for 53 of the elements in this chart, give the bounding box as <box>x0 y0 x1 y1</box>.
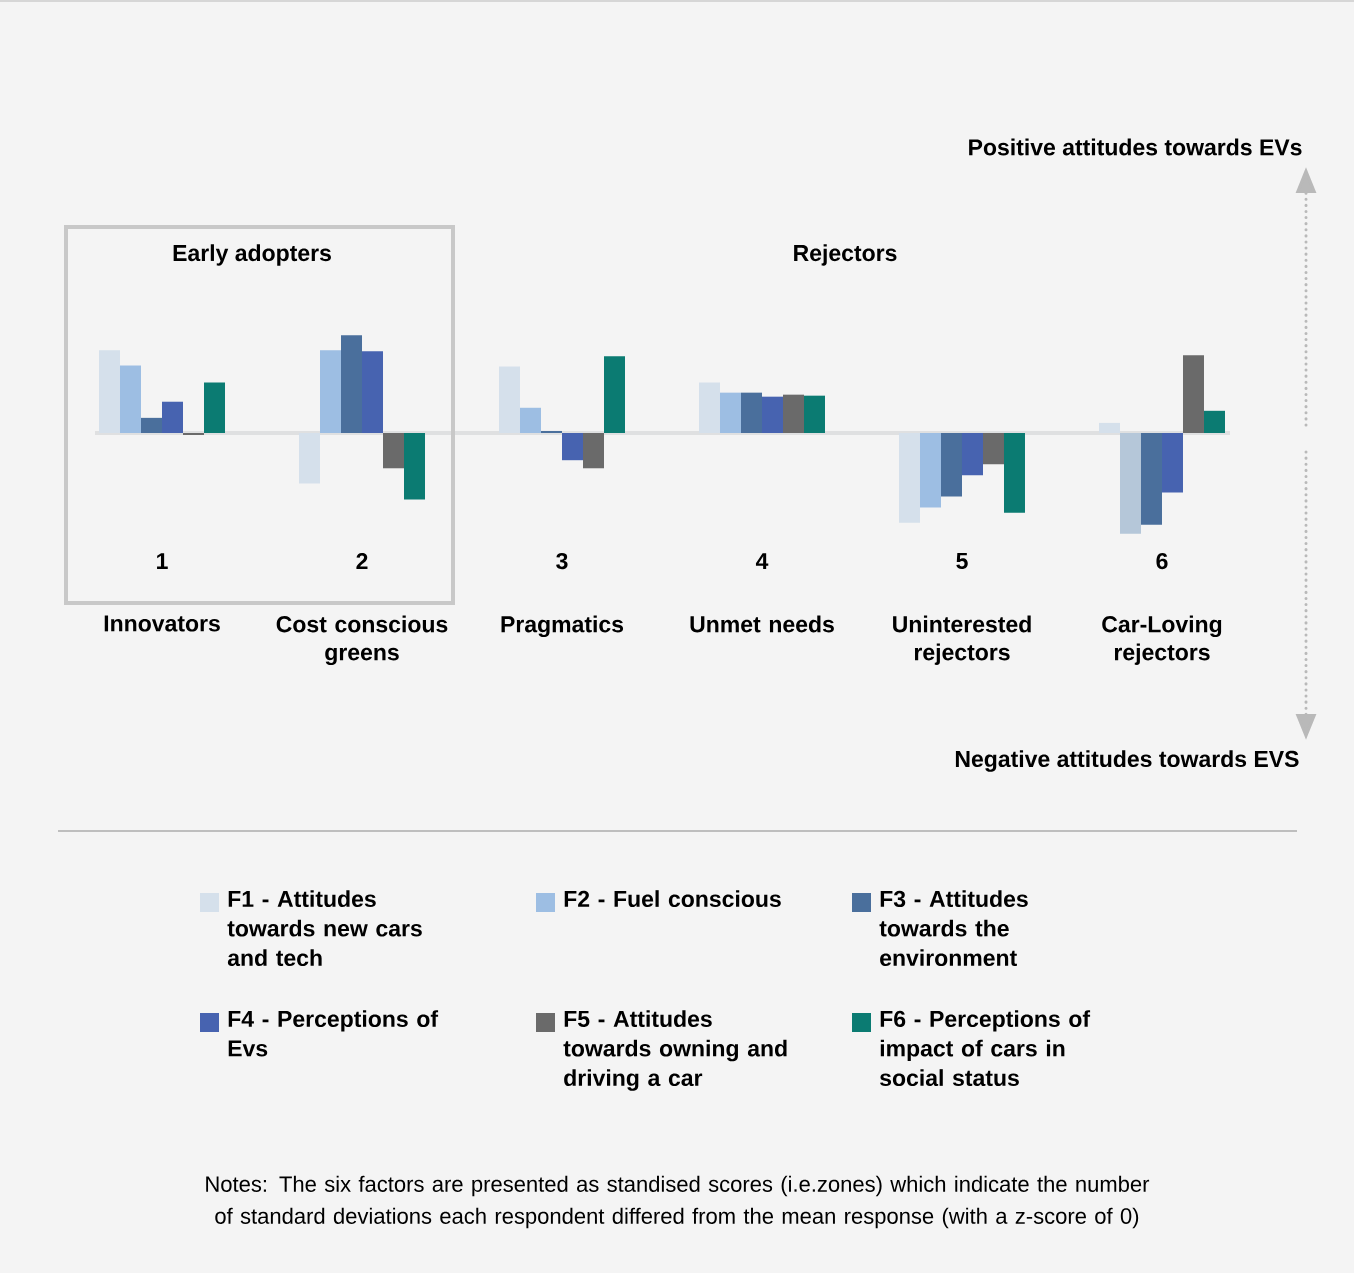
legend-label: F2 - Fuel conscious <box>564 890 781 908</box>
bar <box>341 335 362 433</box>
x-tick-label: Uninterested rejectors <box>893 615 1031 665</box>
bar <box>120 365 142 433</box>
x-tick-label: Unmet needs <box>690 615 834 633</box>
bar <box>204 382 226 433</box>
legend-label: F5 - Attitudes towards owning and driving a car <box>563 1010 787 1091</box>
text: 2 <box>356 553 368 570</box>
x-tick-label: Car-Loving rejectors <box>1102 615 1222 665</box>
bar <box>762 396 783 433</box>
bar <box>362 351 383 433</box>
x-tick-label: Innovators <box>104 615 220 632</box>
bar <box>1182 355 1204 433</box>
bar <box>183 432 205 435</box>
text: 1 <box>157 553 168 569</box>
bar <box>941 432 962 497</box>
bar <box>1119 432 1141 534</box>
x-tick-label: Cost conscious greens <box>276 615 448 666</box>
bar <box>1140 432 1162 525</box>
bar <box>383 432 404 469</box>
text: 3 <box>556 552 568 570</box>
bar <box>320 350 341 433</box>
bar <box>1004 432 1025 513</box>
bar <box>562 432 583 461</box>
bar <box>604 356 625 433</box>
bar <box>804 395 825 433</box>
x-tick-label: Pragmatics <box>501 615 624 638</box>
bar <box>162 401 184 433</box>
legend-label: F1 - Attitudes towards new cars and tech <box>227 890 422 967</box>
text: Positive attitudes towards EVs <box>969 138 1302 156</box>
legend-label: F4 - Perceptions of Evs <box>228 1010 439 1057</box>
bar <box>741 392 762 433</box>
bar <box>783 394 804 433</box>
legend-label: F6 - Perceptions of impact of cars in social status <box>880 1010 1091 1087</box>
bar <box>920 432 941 508</box>
text: 6 <box>1156 552 1168 570</box>
bar <box>141 417 163 433</box>
bar <box>1203 410 1225 433</box>
text: Rejectors <box>794 244 897 266</box>
text: 5 <box>956 553 968 570</box>
bar <box>720 392 741 433</box>
bar <box>1161 432 1183 493</box>
bar <box>583 432 604 469</box>
bar <box>520 407 541 433</box>
text: Notes: The six factors are presented as standised scores (i.e.zones) which indicate the number of standard deviations each respondent differed from the mean response (with a z-score of 0) <box>206 1175 1150 1229</box>
bar <box>962 432 983 476</box>
legend-label: F3 - Attitudes towards the environment <box>879 890 1028 967</box>
text: 4 <box>755 553 769 569</box>
text: Negative attitudes towards EVS <box>955 750 1299 772</box>
bar <box>404 432 425 500</box>
bar <box>541 430 562 433</box>
text: Early adopters <box>173 244 331 266</box>
bar <box>983 432 1004 465</box>
